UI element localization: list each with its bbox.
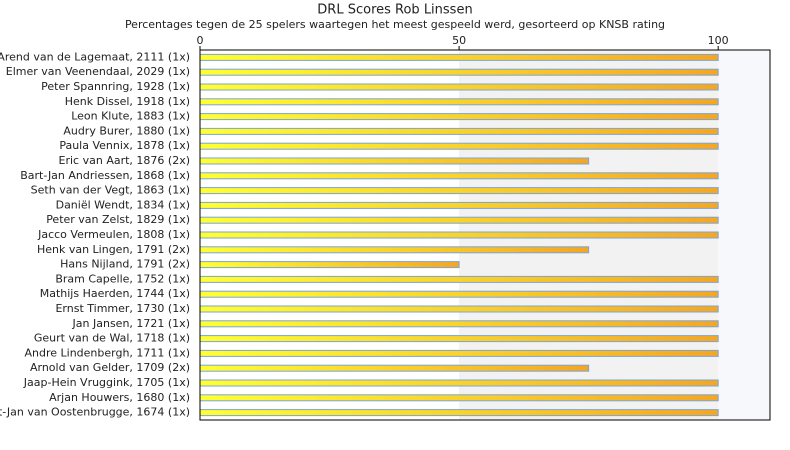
bar [199, 320, 719, 328]
bar [199, 275, 719, 283]
y-tick-label: Hans Nijland, 1791 (2x) [60, 258, 190, 271]
bar [199, 98, 719, 106]
bar [199, 246, 590, 254]
y-tick-label: Arnold van Gelder, 1709 (2x) [30, 361, 190, 374]
x-tick-label: 100 [708, 34, 729, 47]
bar [199, 127, 719, 135]
y-tick-label: Peter van Zelst, 1829 (1x) [46, 213, 190, 226]
plot-band [718, 50, 770, 420]
chart-subtitle: Percentages tegen de 25 spelers waartege… [125, 18, 665, 31]
bar [199, 187, 719, 195]
x-tick-label: 50 [452, 34, 466, 47]
bar [199, 394, 719, 402]
y-tick-label: Jacco Vermeulen, 1808 (1x) [37, 228, 190, 241]
y-tick-label: Arjan Houwers, 1680 (1x) [49, 391, 190, 404]
bar [199, 216, 719, 224]
y-tick-label: Henk Dissel, 1918 (1x) [65, 95, 190, 108]
y-tick-label: Elmer van Veenendaal, 2029 (1x) [6, 65, 190, 78]
bar [199, 157, 590, 165]
bar [199, 290, 719, 298]
y-tick-label: Henk van Lingen, 1791 (2x) [37, 243, 190, 256]
bar [199, 53, 719, 61]
y-tick-label: Geurt van de Wal, 1718 (1x) [34, 332, 190, 345]
y-tick-label: Daniël Wendt, 1834 (1x) [56, 198, 190, 211]
bar [199, 409, 719, 417]
bar [199, 142, 719, 150]
x-tick-label: 0 [197, 34, 204, 47]
y-tick-label: Arend van de Lagemaat, 2111 (1x) [0, 50, 190, 63]
y-tick-label: Mathijs Haerden, 1744 (1x) [40, 287, 190, 300]
bar [199, 261, 460, 269]
bar [199, 201, 719, 209]
bar [199, 379, 719, 387]
y-tick-label: Andre Lindenbergh, 1711 (1x) [24, 346, 190, 359]
y-tick-label: Bart-Jan Andriessen, 1868 (1x) [20, 169, 190, 182]
y-tick-label: Eric van Aart, 1876 (2x) [59, 154, 190, 167]
bar [199, 68, 719, 76]
y-tick-label: Jan Jansen, 1721 (1x) [72, 317, 190, 330]
bar [199, 113, 719, 121]
y-tick-label: Paula Vennix, 1878 (1x) [59, 139, 190, 152]
y-tick-label: Jaap-Hein Vruggink, 1705 (1x) [23, 376, 190, 389]
y-tick-label: Seth van der Vegt, 1863 (1x) [31, 184, 190, 197]
y-tick-label: Ernst Timmer, 1730 (1x) [55, 302, 190, 315]
bar [199, 305, 719, 313]
y-tick-label: Bram Capelle, 1752 (1x) [55, 272, 190, 285]
y-tick-label: Bert-Jan van Oostenbrugge, 1674 (1x) [0, 406, 190, 419]
bar [199, 231, 719, 239]
chart-title: DRL Scores Rob Linssen [317, 3, 472, 18]
bar [199, 172, 719, 180]
y-tick-label: Peter Spannring, 1928 (1x) [41, 80, 190, 93]
bar [199, 335, 719, 343]
bar [199, 349, 719, 357]
bar [199, 83, 719, 91]
y-tick-label: Audry Burer, 1880 (1x) [63, 124, 190, 137]
y-tick-label: Leon Klute, 1883 (1x) [71, 110, 190, 123]
plot-frame [199, 49, 771, 421]
bar [199, 364, 590, 372]
